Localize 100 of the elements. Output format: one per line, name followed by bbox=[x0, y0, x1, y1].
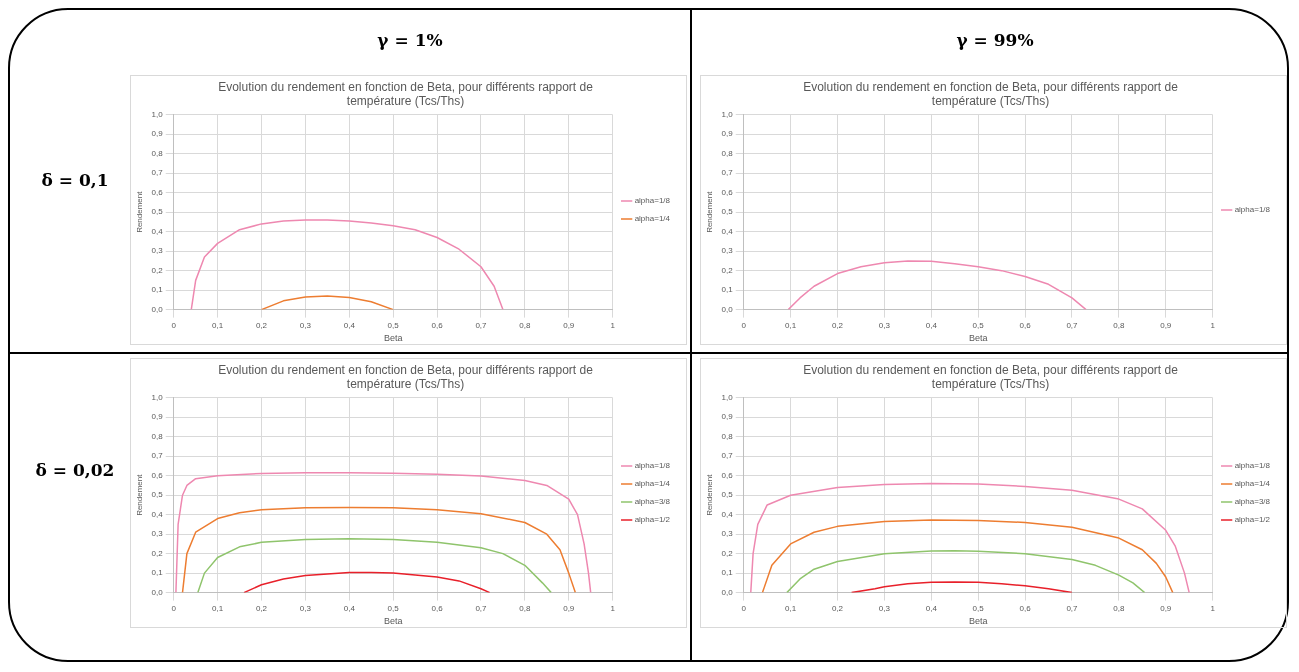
x-tick-label: 0,4 bbox=[343, 603, 356, 613]
y-tick-label: 0,7 bbox=[151, 168, 164, 178]
y-tick-label: 0,7 bbox=[721, 168, 734, 178]
legend-label: alpha=1/4 bbox=[634, 214, 671, 224]
legend-label: alpha=3/8 bbox=[1234, 497, 1271, 507]
y-tick-label: 0,3 bbox=[721, 246, 734, 256]
y-tick-label: 0,6 bbox=[151, 470, 164, 480]
y-tick-label: 0,5 bbox=[721, 207, 734, 217]
y-tick-label: 0,3 bbox=[151, 529, 164, 539]
y-tick-label: 0,2 bbox=[721, 265, 734, 275]
y-tick-label: 0,4 bbox=[151, 509, 164, 519]
x-axis-title: Beta bbox=[968, 333, 988, 344]
x-tick-label: 0,3 bbox=[878, 603, 891, 613]
x-tick-label: 0,9 bbox=[563, 603, 575, 613]
x-tick-label: 1 bbox=[1210, 320, 1216, 330]
y-axis-title: Rendement bbox=[705, 190, 714, 233]
y-tick-label: 0,9 bbox=[721, 412, 734, 422]
x-tick-label: 0,7 bbox=[475, 603, 488, 613]
x-tick-label: 0,9 bbox=[1160, 320, 1172, 330]
y-tick-label: 0,3 bbox=[151, 246, 164, 256]
y-tick-label: 1,0 bbox=[151, 393, 164, 402]
x-tick-label: 0,7 bbox=[475, 320, 488, 330]
y-tick-label: 0,0 bbox=[721, 587, 734, 597]
x-tick-label: 0 bbox=[741, 320, 747, 330]
y-tick-label: 0,8 bbox=[721, 148, 734, 158]
x-tick-label: 0,5 bbox=[387, 603, 400, 613]
x-tick-label: 0,8 bbox=[519, 603, 531, 613]
y-tick-label: 0,1 bbox=[721, 285, 734, 295]
x-tick-label: 0 bbox=[171, 603, 177, 613]
legend-label: alpha=1/4 bbox=[1234, 479, 1271, 489]
y-tick-label: 0,2 bbox=[151, 548, 164, 558]
text: γ = 1% bbox=[376, 30, 444, 50]
y-tick-label: 0,5 bbox=[151, 207, 164, 217]
text: γ = 99% bbox=[955, 30, 1035, 50]
x-tick-label: 0,6 bbox=[431, 320, 444, 330]
x-tick-label: 0,5 bbox=[972, 320, 985, 330]
y-axis-title: Rendement bbox=[705, 473, 714, 516]
y-tick-label: 0,5 bbox=[151, 490, 164, 500]
legend-label: alpha=1/8 bbox=[634, 461, 671, 471]
y-tick-label: 0,1 bbox=[721, 568, 734, 578]
y-tick-label: 0,4 bbox=[721, 509, 734, 519]
x-tick-label: 0,3 bbox=[299, 603, 312, 613]
x-tick-label: 0,4 bbox=[925, 320, 938, 330]
x-tick-label: 0,9 bbox=[1160, 603, 1172, 613]
x-tick-label: 0,2 bbox=[255, 320, 268, 330]
x-tick-label: 0,2 bbox=[831, 603, 844, 613]
y-tick-label: 0,5 bbox=[721, 490, 734, 500]
x-tick-label: 1 bbox=[610, 603, 616, 613]
x-tick-label: 0,1 bbox=[785, 320, 797, 330]
x-tick-label: 0,5 bbox=[972, 603, 985, 613]
x-tick-label: 0,8 bbox=[1113, 603, 1125, 613]
y-tick-label: 0,3 bbox=[721, 529, 734, 539]
x-tick-label: 0,5 bbox=[387, 320, 400, 330]
y-tick-label: 0,7 bbox=[721, 451, 734, 461]
x-tick-label: 0,7 bbox=[1066, 320, 1079, 330]
y-tick-label: 0,4 bbox=[721, 226, 734, 236]
y-tick-label: 0,6 bbox=[151, 187, 164, 197]
x-tick-label: 0,4 bbox=[343, 320, 356, 330]
y-tick-label: 1,0 bbox=[151, 110, 164, 119]
y-tick-label: 0,4 bbox=[151, 226, 164, 236]
y-tick-label: 0,8 bbox=[721, 431, 734, 441]
x-tick-label: 0,8 bbox=[1113, 320, 1125, 330]
y-tick-label: 0,8 bbox=[151, 431, 164, 441]
x-tick-label: 0,1 bbox=[212, 320, 224, 330]
x-tick-label: 1 bbox=[1210, 603, 1216, 613]
legend-label: alpha=1/8 bbox=[634, 196, 671, 206]
chart-title: Evolution du rendement en fonction de Beta, pour différents rapport de température (Tcs/Ths) bbox=[218, 79, 594, 108]
x-tick-label: 1 bbox=[610, 320, 616, 330]
x-axis-title: Beta bbox=[383, 333, 403, 344]
text: δ = 0,02 bbox=[34, 460, 116, 480]
y-tick-label: 0,9 bbox=[721, 129, 734, 139]
x-tick-label: 0,7 bbox=[1066, 603, 1079, 613]
legend-label: alpha=1/4 bbox=[634, 479, 671, 489]
x-tick-label: 0,9 bbox=[563, 320, 575, 330]
x-tick-label: 0,3 bbox=[299, 320, 312, 330]
x-tick-label: 0,6 bbox=[431, 603, 444, 613]
x-tick-label: 0 bbox=[171, 320, 177, 330]
x-axis-title: Beta bbox=[383, 616, 403, 627]
x-tick-label: 0,1 bbox=[212, 603, 224, 613]
legend-label: alpha=1/2 bbox=[634, 515, 671, 525]
text: δ = 0,1 bbox=[40, 170, 110, 190]
x-tick-label: 0,2 bbox=[255, 603, 268, 613]
chart-title: Evolution du rendement en fonction de Beta, pour différents rapport de température (Tcs/Ths) bbox=[803, 362, 1179, 391]
y-tick-label: 0,1 bbox=[151, 285, 164, 295]
chart-title: Evolution du rendement en fonction de Beta, pour différents rapport de température (Tcs/Ths) bbox=[218, 362, 594, 391]
x-tick-label: 0,3 bbox=[878, 320, 891, 330]
y-axis-title: Rendement bbox=[135, 190, 144, 233]
x-tick-label: 0 bbox=[741, 603, 747, 613]
y-tick-label: 0,9 bbox=[151, 412, 164, 422]
legend-label: alpha=1/8 bbox=[1234, 205, 1271, 215]
legend-label: alpha=1/8 bbox=[1234, 461, 1271, 471]
y-tick-label: 0,7 bbox=[151, 451, 164, 461]
x-tick-label: 0,8 bbox=[519, 320, 531, 330]
y-tick-label: 0,6 bbox=[721, 187, 734, 197]
y-tick-label: 1,0 bbox=[721, 110, 734, 119]
x-tick-label: 0,6 bbox=[1019, 320, 1032, 330]
chart-title: Evolution du rendement en fonction de Beta, pour différents rapport de température (Tcs/Ths) bbox=[803, 79, 1179, 108]
x-tick-label: 0,6 bbox=[1019, 603, 1032, 613]
legend-label: alpha=3/8 bbox=[634, 497, 671, 507]
y-tick-label: 0,0 bbox=[151, 304, 164, 314]
